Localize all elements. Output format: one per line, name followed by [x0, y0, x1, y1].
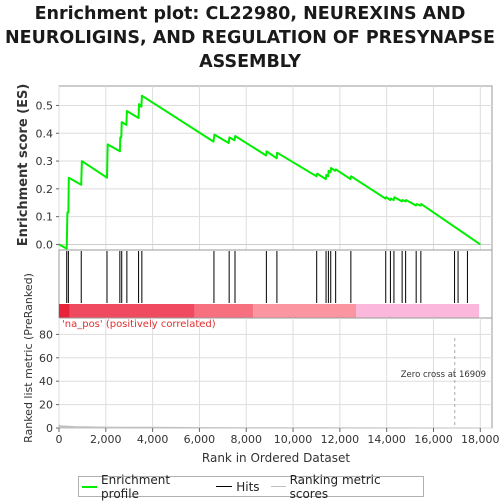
enrichment-profile-line	[58, 94, 481, 250]
x-tick-label: 10,000	[274, 433, 313, 446]
legend-label-hits: Hits	[236, 479, 260, 494]
ranking-bar-segment	[59, 304, 70, 318]
es-y-tick-label: 0.3	[36, 155, 54, 168]
x-tick-label: 12,000	[321, 433, 360, 446]
metric-plot-frame	[58, 317, 493, 429]
es-y-tick-label: 0.4	[36, 127, 54, 140]
x-tick-label: 0	[56, 433, 63, 446]
x-tick-label: 16,000	[414, 433, 453, 446]
metric-panel: 0 20 40 60 80	[39, 317, 493, 435]
es-y-tick-label: 0.0	[36, 238, 54, 251]
metric-y-tick-label: 60	[39, 352, 53, 365]
title-line-1: Enrichment plot: CL22980, NEUREXINS AND	[34, 4, 466, 24]
metric-y-tick-label: 40	[39, 375, 53, 388]
es-plot-frame	[58, 85, 493, 251]
legend-item-enrichment: Enrichment profile	[82, 473, 205, 501]
metric-y-tick-label: 20	[39, 399, 53, 412]
metric-y-tick-label: 0	[46, 422, 53, 435]
legend-swatch-hits	[216, 486, 233, 487]
chart-title: Enrichment plot: CL22980, NEUREXINS AND …	[0, 2, 500, 74]
x-tick-label: 4,000	[137, 433, 169, 446]
hits-panel	[58, 249, 493, 319]
ranking-bar-segment	[69, 304, 195, 318]
es-panel: 0.0 0.1 0.2 0.3 0.4 0.5	[36, 85, 493, 251]
chart-legend: Enrichment profile Hits Ranking metric s…	[78, 473, 424, 501]
x-tick-label: 6,000	[184, 433, 216, 446]
es-y-axis-label: Enrichment score (ES)	[16, 84, 31, 247]
x-tick-label: 2,000	[90, 433, 122, 446]
legend-label-enrichment: Enrichment profile	[101, 472, 171, 501]
x-tick-label: 14,000	[367, 433, 406, 446]
es-y-tick-label: 0.1	[36, 211, 54, 224]
legend-swatch-metric	[270, 486, 286, 487]
es-y-tick-label: 0.2	[36, 183, 54, 196]
metric-y-tick-label: 80	[39, 328, 53, 341]
x-axis: 0 2,000 4,000 6,000 8,000 10,000 12,000 14,000 1…	[56, 428, 500, 446]
positive-correlation-label: 'na_pos' (positively correlated)	[62, 319, 216, 330]
legend-swatch-enrichment	[82, 485, 98, 488]
ranking-bar-segment	[356, 304, 480, 318]
zero-cross-label: Zero cross at 16909	[401, 370, 486, 380]
legend-item-metric: Ranking metric scores	[270, 472, 415, 501]
metric-y-axis-label: Ranked list metric (PreRanked)	[22, 273, 35, 443]
ranking-bar-segment	[253, 304, 357, 318]
es-y-tick-label: 0.5	[36, 99, 54, 112]
legend-item-hits: Hits	[216, 479, 260, 494]
x-tick-label: 8,000	[230, 433, 262, 446]
x-tick-label: 18,000	[461, 433, 500, 446]
x-axis-label: Rank in Ordered Dataset	[202, 451, 350, 465]
ranking-bar-segment	[194, 304, 254, 318]
title-line-2: NEUROLIGINS, AND REGULATION OF PRESYNAPS…	[5, 28, 495, 48]
legend-label-metric: Ranking metric scores	[289, 472, 381, 501]
title-line-3: ASSEMBLY	[199, 52, 301, 72]
